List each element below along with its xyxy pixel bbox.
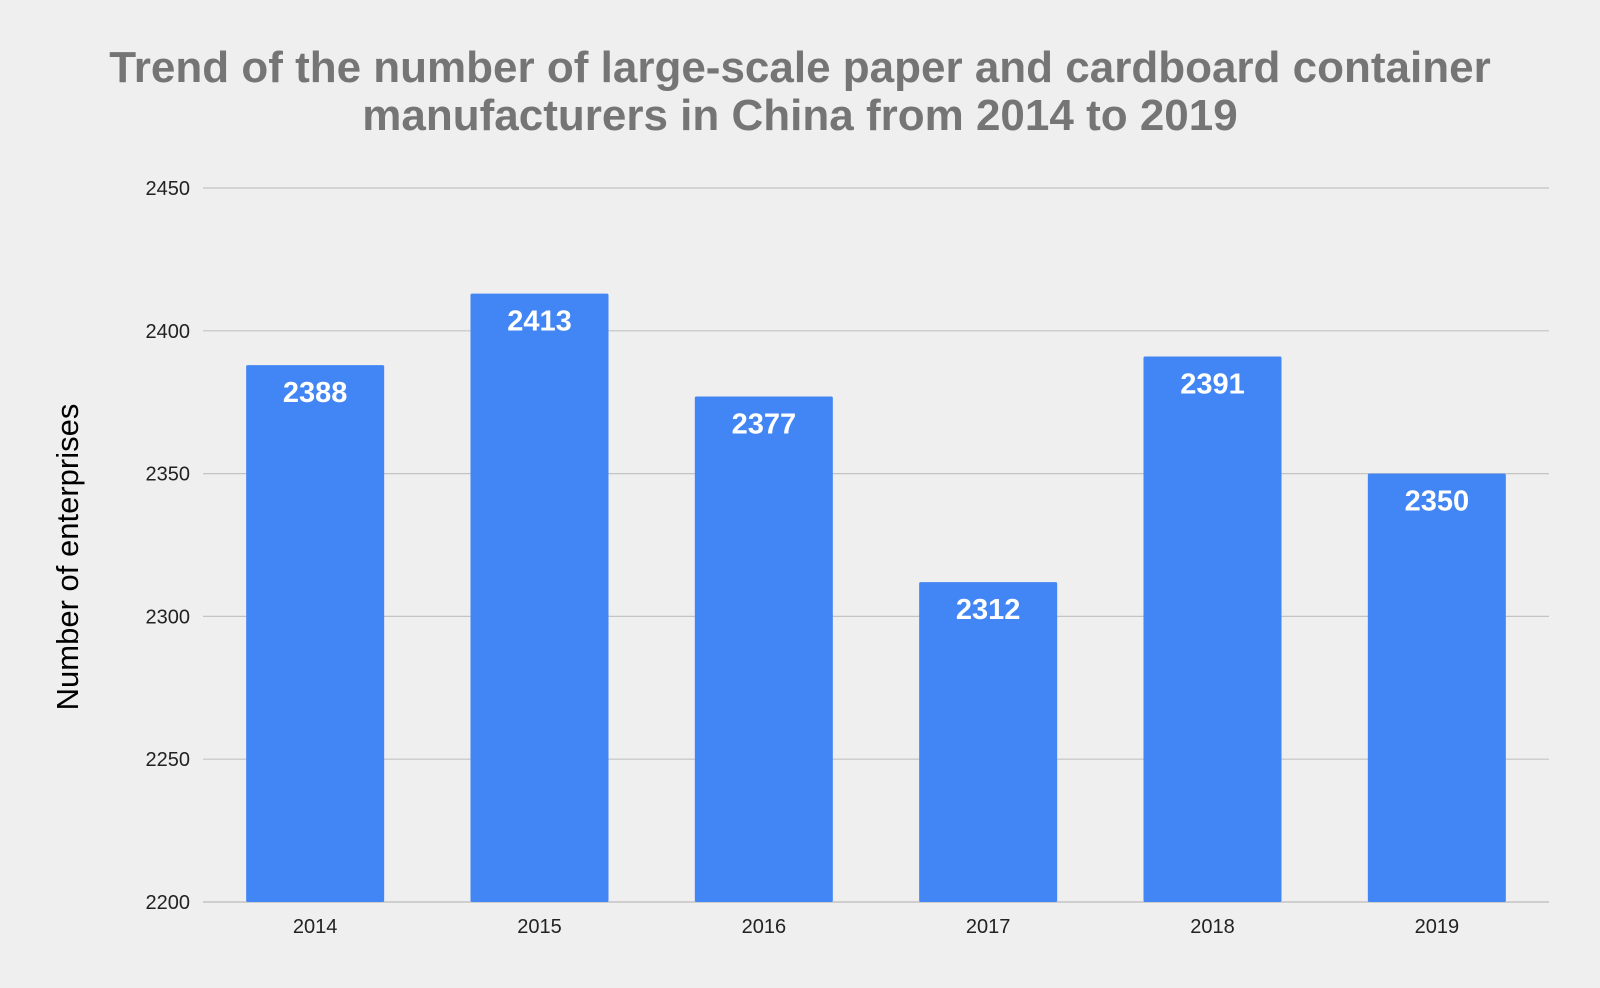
x-tick-2015: 2015 xyxy=(517,916,562,938)
x-tick-2014: 2014 xyxy=(293,916,338,938)
data-label-2015: 2413 xyxy=(507,306,572,338)
x-tick-2017: 2017 xyxy=(966,916,1011,938)
data-label-2019: 2350 xyxy=(1405,486,1470,518)
bar-2019 xyxy=(1367,473,1506,902)
data-labels: 2388 2413 2377 2312 2391 2350 xyxy=(283,306,1469,626)
y-tick-2200: 2200 xyxy=(146,892,191,914)
bar-2014 xyxy=(246,365,385,902)
y-tick-2400: 2400 xyxy=(146,321,191,343)
y-tick-2250: 2250 xyxy=(146,749,191,771)
y-tick-2300: 2300 xyxy=(146,606,191,628)
x-tick-2016: 2016 xyxy=(742,916,787,938)
y-tick-2350: 2350 xyxy=(146,464,191,486)
data-label-2017: 2312 xyxy=(956,594,1021,626)
bar-2016 xyxy=(694,396,833,902)
gridlines xyxy=(203,187,1549,903)
x-axis-ticks: 2014 2015 2016 2017 2018 2019 xyxy=(293,916,1459,938)
bars xyxy=(246,293,1506,902)
x-tick-2018: 2018 xyxy=(1190,916,1235,938)
bar-2018 xyxy=(1143,356,1282,902)
bar-2017 xyxy=(919,582,1058,902)
chart-title: Trend of the number of large-scale paper… xyxy=(109,43,1491,140)
y-axis-ticks: 2200 2250 2300 2350 2400 2450 xyxy=(146,178,191,914)
data-label-2014: 2388 xyxy=(283,377,348,409)
data-label-2016: 2377 xyxy=(732,408,797,440)
data-label-2018: 2391 xyxy=(1180,369,1245,401)
y-tick-2450: 2450 xyxy=(146,178,191,200)
x-tick-2019: 2019 xyxy=(1415,916,1460,938)
bar-2015 xyxy=(470,293,609,902)
